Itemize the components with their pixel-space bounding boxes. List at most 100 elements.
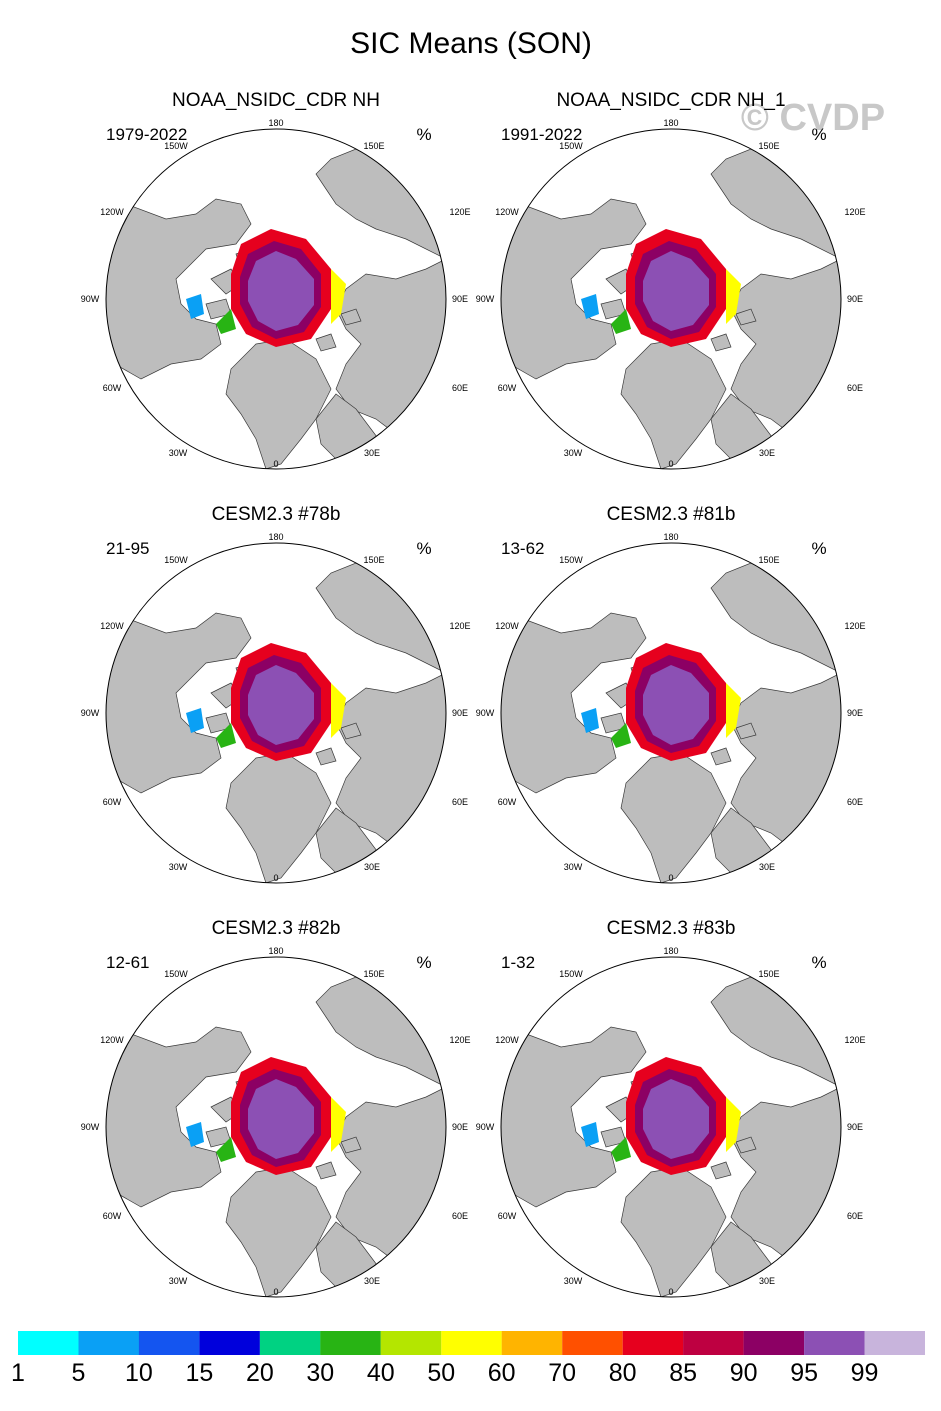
lon-label: 90E	[452, 708, 468, 718]
lon-label: 90E	[452, 1122, 468, 1132]
colorbar-label: 50	[427, 1359, 455, 1387]
lon-label: 60W	[103, 797, 122, 807]
colorbar-label: 30	[306, 1359, 334, 1387]
lon-label: 0	[273, 873, 278, 883]
panel-years: 1-32	[501, 953, 535, 972]
colorbar-label: 15	[185, 1359, 213, 1387]
lon-label: 120W	[100, 207, 124, 217]
panel-units: %	[811, 953, 826, 972]
lon-label: 180	[663, 946, 678, 956]
lon-label: 60E	[847, 797, 863, 807]
lon-label: 90W	[81, 708, 100, 718]
panel-title: NOAA_NSIDC_CDR NH_1	[556, 90, 785, 111]
colorbar-swatch	[199, 1331, 260, 1355]
colorbar-swatch	[259, 1331, 321, 1355]
lon-label: 30W	[564, 1276, 583, 1286]
map-panel: NOAA_NSIDC_CDR NH 1979-2022 % 180 150E 1…	[81, 90, 471, 470]
lon-label: 120E	[449, 621, 470, 631]
lon-label: 90E	[847, 294, 863, 304]
lon-label: 90E	[847, 1122, 863, 1132]
lon-label: 150E	[758, 969, 779, 979]
colorbar-swatch	[683, 1331, 744, 1355]
colorbar-swatch	[743, 1331, 805, 1355]
panel-years: 1991-2022	[501, 125, 582, 144]
map-border	[500, 542, 842, 884]
lon-label: 0	[668, 459, 673, 469]
map-border	[105, 956, 447, 1298]
lon-label: 90W	[476, 708, 495, 718]
panel-years: 12-61	[106, 953, 149, 972]
lon-label: 30E	[364, 448, 380, 458]
lon-label: 120W	[495, 207, 519, 217]
lon-label: 150E	[363, 555, 384, 565]
colorbar-swatch	[441, 1331, 502, 1355]
colorbar-swatch	[18, 1331, 79, 1355]
lon-label: 90W	[476, 294, 495, 304]
map-border	[500, 956, 842, 1298]
lon-label: 60E	[452, 383, 468, 393]
lon-label: 90W	[81, 294, 100, 304]
lon-label: 30W	[169, 862, 188, 872]
panel-units: %	[416, 539, 431, 558]
colorbar-label: 1	[11, 1359, 25, 1387]
colorbar-swatch	[78, 1331, 139, 1355]
lon-label: 150W	[164, 969, 188, 979]
lon-label: 150W	[559, 969, 583, 979]
colorbar-label: 40	[367, 1359, 395, 1387]
map-border	[500, 128, 842, 470]
colorbar-label: 95	[790, 1359, 818, 1387]
colorbar-label: 90	[730, 1359, 758, 1387]
panel-title: CESM2.3 #78b	[212, 504, 341, 525]
watermark: © CVDP	[741, 97, 885, 139]
lon-label: 180	[663, 118, 678, 128]
lon-label: 120W	[495, 1035, 519, 1045]
lon-label: 60W	[498, 797, 517, 807]
colorbar-label: 5	[72, 1359, 86, 1387]
panel-title: NOAA_NSIDC_CDR NH	[172, 90, 380, 111]
lon-label: 150E	[363, 969, 384, 979]
colorbar-swatch	[562, 1331, 623, 1355]
panel-units: %	[811, 539, 826, 558]
lon-label: 60W	[498, 1211, 517, 1221]
panel-years: 21-95	[106, 539, 149, 558]
colorbar: 1 5 10 15 20 30 40 50 60 70 80 85 90 95 …	[11, 1331, 925, 1387]
colorbar-swatch	[501, 1331, 563, 1355]
lon-label: 60W	[103, 1211, 122, 1221]
panel-years: 13-62	[501, 539, 544, 558]
colorbar-swatch	[380, 1331, 442, 1355]
lon-label: 0	[668, 1287, 673, 1297]
lon-label: 0	[273, 459, 278, 469]
lon-label: 150W	[164, 555, 188, 565]
map-border	[105, 542, 447, 884]
map-panel: CESM2.3 #78b 21-95 % 180 150E 120E 90E 6…	[81, 504, 471, 884]
panel-title: CESM2.3 #81b	[607, 504, 736, 525]
lon-label: 150W	[559, 555, 583, 565]
lon-label: 30W	[564, 448, 583, 458]
lon-label: 60E	[847, 383, 863, 393]
lon-label: 30E	[364, 862, 380, 872]
lon-label: 120W	[100, 1035, 124, 1045]
lon-label: 60E	[847, 1211, 863, 1221]
lon-label: 0	[668, 873, 673, 883]
lon-label: 120W	[495, 621, 519, 631]
lon-label: 150E	[363, 141, 384, 151]
colorbar-swatch	[138, 1331, 200, 1355]
colorbar-label: 10	[125, 1359, 153, 1387]
panel-title: CESM2.3 #82b	[212, 918, 341, 939]
lon-label: 30W	[169, 448, 188, 458]
lon-label: 30W	[564, 862, 583, 872]
lon-label: 30E	[759, 862, 775, 872]
colorbar-label: 99	[851, 1359, 879, 1387]
lon-label: 180	[268, 532, 283, 542]
lon-label: 30W	[169, 1276, 188, 1286]
panel-units: %	[811, 125, 826, 144]
map-panel: CESM2.3 #81b 13-62 % 180 150E 120E 90E 6…	[476, 504, 866, 884]
colorbar-label: 85	[669, 1359, 697, 1387]
lon-label: 60W	[103, 383, 122, 393]
lon-label: 90E	[847, 708, 863, 718]
lon-label: 150W	[559, 141, 583, 151]
lon-label: 0	[273, 1287, 278, 1297]
lon-label: 120W	[100, 621, 124, 631]
colorbar-swatch	[622, 1331, 684, 1355]
